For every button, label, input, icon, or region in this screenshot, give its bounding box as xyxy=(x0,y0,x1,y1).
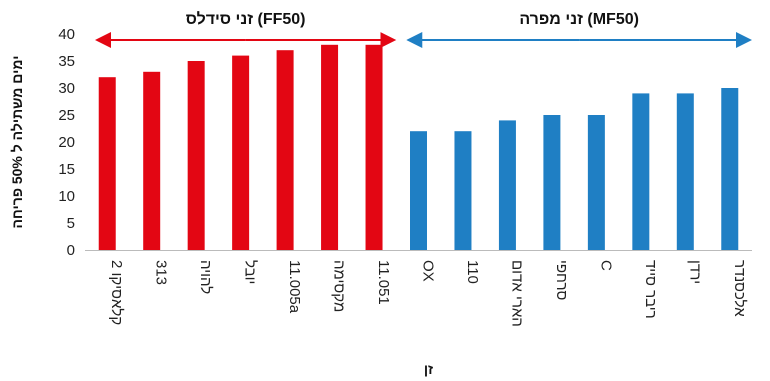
y-tick-label: 40 xyxy=(58,26,75,43)
x-tick-label: אלכסנדר xyxy=(731,260,748,317)
bar xyxy=(632,93,650,251)
y-tick-label: 35 xyxy=(58,53,75,70)
y-tick-label: 20 xyxy=(58,134,75,151)
x-tick-label: 11.005a xyxy=(286,260,303,314)
x-tick-label: קלאסיקו 2 xyxy=(108,260,125,325)
y-tick-label: 15 xyxy=(58,161,75,178)
group-brackets: זני סידלס (FF50) זני מפרה (MF50) xyxy=(95,10,752,48)
bar xyxy=(498,120,516,251)
bar xyxy=(587,115,605,250)
x-tick-label: יובל xyxy=(242,260,259,284)
x-axis-label: זן xyxy=(424,361,433,377)
x-tick-label: סרחפי xyxy=(553,260,570,300)
bars xyxy=(98,44,739,251)
x-tick-label: ריבר סייד xyxy=(642,260,659,319)
x-tick-label: 313 xyxy=(153,260,170,285)
y-tick-label: 10 xyxy=(58,188,75,205)
x-tick-label: OX xyxy=(420,260,437,282)
bar xyxy=(98,77,116,250)
bar xyxy=(187,61,205,250)
x-tick-label: הארי אדום xyxy=(508,260,525,327)
bar xyxy=(454,131,472,250)
x-tick-label: מקסימה xyxy=(331,260,348,312)
bar xyxy=(365,44,383,250)
bar xyxy=(721,88,739,250)
y-tick-label: 5 xyxy=(67,215,75,232)
y-tick-label: 25 xyxy=(58,107,75,124)
y-tick-label: 30 xyxy=(58,80,75,97)
bar xyxy=(543,115,561,250)
bar xyxy=(676,93,694,251)
category-labels: קלאסיקו 2 313 להויה יובל 11.005a מקסימה 11.051… xyxy=(108,260,748,327)
bar xyxy=(143,71,161,250)
group-label: זני מפרה (MF50) xyxy=(519,11,639,28)
x-tick-label: 11.051 xyxy=(375,260,392,305)
x-tick-label: 110 xyxy=(464,260,481,284)
bar xyxy=(232,55,250,250)
x-tick-label: C xyxy=(597,260,614,271)
y-tick-label: 0 xyxy=(67,242,75,259)
bar xyxy=(276,50,294,251)
bar xyxy=(321,44,339,250)
x-tick-label: ירדן xyxy=(686,260,703,284)
y-axis-label: ימים משתילה ל 50% פריחה xyxy=(9,56,25,229)
x-tick-label: להויה xyxy=(197,260,214,294)
bar xyxy=(410,131,427,250)
y-axis-ticks: 0 5 10 15 20 25 30 35 40 xyxy=(58,26,75,259)
group-label: זני סידלס (FF50) xyxy=(186,10,306,28)
